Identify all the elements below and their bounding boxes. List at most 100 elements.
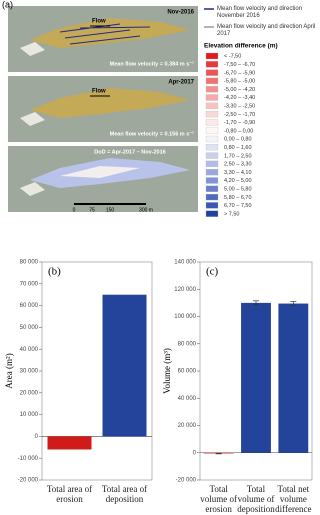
legend-label: -7,50 – -6,70 [224, 62, 255, 68]
legend-swatch [205, 119, 219, 126]
y-tick-label: 40 000 [178, 396, 197, 402]
legend-label: -5,80 – -5,00 [224, 79, 255, 85]
y-tick-label: -10 000 [18, 456, 39, 462]
scale-label: 75 [89, 207, 95, 213]
legend-label: 6,70 – 7,50 [224, 203, 252, 209]
legend-label: -0,80 – 0,00 [224, 128, 253, 134]
panel-label: (c) [206, 266, 219, 278]
landslide-shape [30, 88, 190, 118]
dod-shape [60, 166, 140, 178]
x-tick-label: Total area of deposition [101, 484, 148, 504]
y-tick-label: 60 000 [178, 369, 197, 375]
scale-label: 300 m [139, 207, 153, 213]
legend-swatch [205, 86, 219, 93]
legend-swatch [205, 127, 219, 134]
legend-label: -3,30 – -2,50 [224, 103, 255, 109]
legend-label: 0,00 – 0,80 [224, 137, 252, 143]
dod-title: DoD = Apr-2017 – Nov-2016 [94, 149, 165, 155]
legend-swatch [205, 135, 219, 143]
flow-label: Flow [92, 19, 106, 25]
legend-swatch [205, 169, 219, 176]
y-tick-label: 0 [193, 450, 197, 456]
y-tick-label: 80 000 [20, 260, 39, 266]
y-tick-label: 80 000 [178, 341, 197, 347]
legend-label: -5,00 – -4,20 [224, 87, 255, 93]
legend-label: < -7,50 [224, 54, 241, 60]
map-date: Nov-2016 [167, 10, 194, 16]
scale-label: 0 [73, 207, 76, 213]
legend-label: 3,30 – 4,10 [224, 170, 252, 176]
legend-label: -6,70 – -5,90 [224, 70, 255, 76]
legend-label: Mean flow velocity and direction Novembe… [217, 6, 303, 19]
legend-swatch [205, 202, 219, 209]
legend-label: 5,00 – 5,80 [224, 186, 252, 192]
legend-label: Mean flow velocity and direction April 2… [217, 24, 316, 37]
legend-label: 5,80 – 6,70 [224, 195, 252, 201]
legend-label: 4,20 – 5,00 [224, 178, 252, 184]
legend-swatch [205, 160, 219, 168]
y-tick-label: 10 000 [20, 412, 39, 418]
legend-swatch [205, 210, 219, 217]
scale-label: 150 [106, 207, 115, 213]
legend-swatch [205, 61, 219, 68]
velocity-label: Mean flow velocity = 0.384 m s⁻¹ [110, 60, 195, 67]
landslide-shape [30, 18, 190, 48]
legend-swatch [205, 102, 219, 109]
y-tick-label: 50 000 [20, 325, 39, 331]
y-tick-label: 30 000 [20, 369, 39, 375]
map-date: Apr-2017 [168, 80, 194, 86]
flow-vectors [59, 23, 151, 45]
y-axis-title: Area (m²) [4, 353, 14, 388]
flow-label: Flow [92, 89, 106, 95]
map-panels [8, 6, 198, 212]
bar [102, 294, 147, 437]
velocity-label: Mean flow velocity = 0.156 m s⁻¹ [110, 130, 195, 137]
legend-swatch [205, 52, 219, 60]
legend-title: Elevation difference (m) [204, 43, 278, 50]
map-scarp [20, 42, 45, 56]
y-tick-label: 20 000 [178, 423, 197, 429]
panel-label: (b) [48, 266, 61, 278]
legend-label: -1,70 – -0,90 [224, 120, 255, 126]
legend-label: -4,20 – -3,40 [224, 95, 255, 101]
x-tick-label: Total area of erosion [46, 484, 93, 504]
y-tick-label: 100 000 [174, 314, 196, 320]
legend-swatch [205, 152, 219, 159]
y-tick-label: 70 000 [20, 281, 39, 287]
legend-swatch [205, 94, 219, 101]
error-bar [215, 452, 222, 455]
map-scarp [20, 182, 45, 196]
legend-label: > 7,50 [224, 211, 239, 217]
bar [278, 303, 309, 453]
legend-swatch [205, 110, 219, 118]
y-tick-label: 120 000 [174, 287, 196, 293]
x-tick-label: Total volume of erosion [200, 484, 238, 514]
y-axis-title: Volume (m³) [162, 348, 172, 394]
bar [47, 436, 92, 450]
y-tick-label: -20 000 [176, 478, 197, 484]
legend-swatch [205, 77, 219, 85]
panel-label: (a) [2, 0, 13, 9]
y-tick-label: 140 000 [174, 260, 196, 266]
y-tick-label: -20 000 [18, 478, 39, 484]
y-tick-label: 60 000 [20, 303, 39, 309]
legend-swatch [205, 144, 219, 151]
legend-swatch [205, 193, 219, 201]
error-bar [253, 300, 259, 306]
map-scarp [20, 112, 45, 126]
legend-label: 1,70 – 2,50 [224, 153, 252, 159]
x-tick-label: Total volume of deposition [237, 484, 275, 514]
error-bar [290, 301, 297, 306]
y-tick-label: 20 000 [20, 390, 39, 396]
y-tick-label: 40 000 [20, 347, 39, 353]
x-tick-label: Total net volume difference [275, 484, 312, 514]
legend-label: 0,80 – 1,60 [224, 145, 252, 151]
legend-swatch [205, 69, 219, 76]
legend-label: 2,50 – 3,30 [224, 162, 252, 168]
bar [241, 302, 271, 453]
legend-swatch [205, 185, 219, 192]
legend-swatch [205, 177, 219, 184]
legend-label: -2,50 – -1,70 [224, 112, 255, 118]
